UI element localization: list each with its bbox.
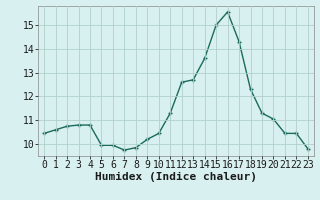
X-axis label: Humidex (Indice chaleur): Humidex (Indice chaleur) [95, 172, 257, 182]
